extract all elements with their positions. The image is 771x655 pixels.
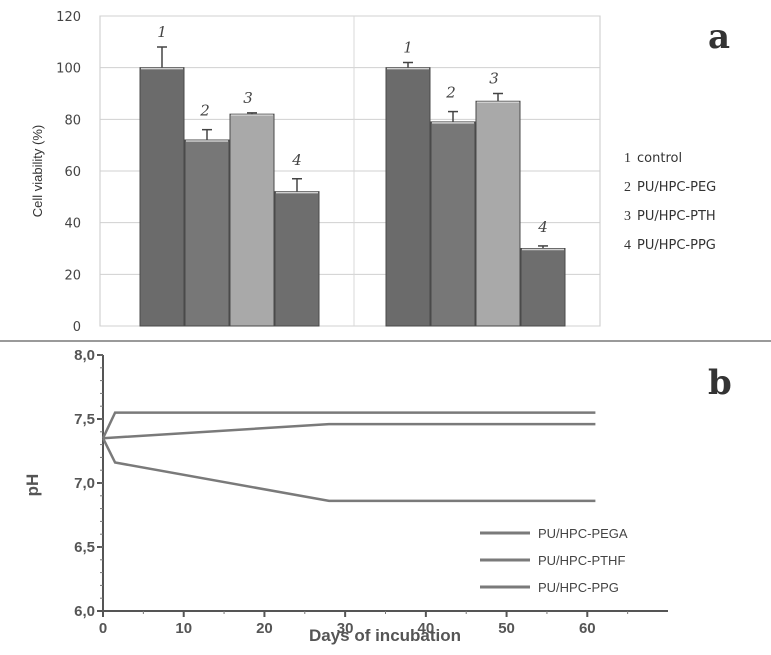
chart-b-x-tick-label: 60 bbox=[579, 620, 596, 637]
chart-a-y-ticks: 0 20 40 60 80 100 120 bbox=[56, 10, 81, 335]
chart-a-y-tick-label: 120 bbox=[56, 10, 81, 25]
chart-a-bar-label: 1 bbox=[157, 23, 167, 41]
chart-a-bar-labels: 1 2 3 4 1 2 3 4 bbox=[157, 23, 548, 236]
chart-b-y-axis-label: pH bbox=[23, 474, 42, 497]
chart-a-legend-number: 3 bbox=[624, 209, 631, 224]
chart-b-x-axis-label: Days of incubation bbox=[309, 626, 461, 645]
chart-a-bars bbox=[139, 67, 566, 327]
chart-a-y-tick-label: 20 bbox=[64, 268, 81, 283]
chart-b-legend-label: PU/HPC-PPG bbox=[538, 580, 619, 595]
chart-a-bar-label: 2 bbox=[445, 84, 456, 102]
chart-a-panel-label: a bbox=[708, 17, 730, 57]
chart-b-legend-label: PU/HPC-PTHF bbox=[538, 553, 625, 568]
chart-a-bar-label: 2 bbox=[199, 102, 210, 120]
chart-a-y-tick-label: 100 bbox=[56, 62, 81, 77]
chart-a-bar bbox=[274, 191, 320, 327]
chart-a: 0 20 40 60 80 100 120 1 2 3 4 1 2 3 4 Cell viability … bbox=[30, 10, 730, 335]
chart-b-legend: PU/HPC-PEGA PU/HPC-PTHF PU/HPC-PPG bbox=[480, 526, 628, 595]
chart-b-x-tick-label: 40 bbox=[418, 620, 435, 637]
chart-a-y-axis-label: Cell viability (%) bbox=[30, 125, 45, 217]
chart-a-bar-label: 4 bbox=[537, 218, 548, 236]
chart-a-y-tick-label: 0 bbox=[73, 320, 81, 335]
chart-b-x-tick-label: 50 bbox=[498, 620, 515, 637]
chart-b-series-line bbox=[101, 437, 596, 503]
chart-a-bar bbox=[475, 100, 521, 327]
chart-a-error-bars bbox=[157, 46, 548, 249]
chart-b-panel-label: b bbox=[708, 363, 732, 403]
chart-a-bar bbox=[184, 139, 230, 327]
chart-a-bar bbox=[229, 113, 275, 327]
chart-b-y-tick-label: 6,0 bbox=[74, 603, 95, 620]
chart-a-bar-label: 4 bbox=[291, 151, 302, 169]
chart-b-x-tick-label: 30 bbox=[337, 620, 354, 637]
chart-a-legend-number: 4 bbox=[624, 238, 631, 253]
chart-a-legend: 1 control 2 PU/HPC-PEG 3 PU/HPC-PTH 4 PU/HPC-PP… bbox=[624, 151, 716, 253]
chart-b-y-tick-label: 7,5 bbox=[74, 411, 95, 428]
chart-b-series-line bbox=[102, 422, 596, 440]
chart-a-legend-label: PU/HPC-PTH bbox=[637, 209, 716, 224]
chart-b-x-ticks: 0 10 20 30 40 50 60 bbox=[99, 611, 629, 637]
chart-a-bar bbox=[520, 248, 566, 327]
chart-b-y-tick-label: 6,5 bbox=[74, 539, 95, 556]
chart-b-x-tick-label: 20 bbox=[256, 620, 273, 637]
chart-a-y-tick-label: 80 bbox=[64, 113, 81, 128]
chart-a-legend-label: control bbox=[637, 151, 682, 166]
chart-b: 6,0 6,5 7,0 7,5 8,0 0 10 20 30 40 50 60 pH Days of… bbox=[23, 347, 732, 645]
chart-a-y-tick-label: 40 bbox=[64, 217, 81, 232]
chart-b-y-tick-label: 7,0 bbox=[74, 475, 95, 492]
chart-a-legend-number: 1 bbox=[624, 151, 631, 166]
chart-a-bar-label: 3 bbox=[489, 70, 499, 88]
chart-b-y-ticks: 6,0 6,5 7,0 7,5 8,0 bbox=[74, 347, 103, 620]
chart-b-series-lines bbox=[101, 411, 596, 503]
chart-a-bar bbox=[430, 121, 476, 327]
chart-b-series-line bbox=[101, 411, 596, 439]
chart-b-x-tick-label: 10 bbox=[175, 620, 192, 637]
chart-a-bar bbox=[139, 67, 185, 327]
chart-a-bar-label: 1 bbox=[403, 39, 413, 57]
chart-b-y-tick-label: 8,0 bbox=[74, 347, 95, 364]
chart-b-legend-label: PU/HPC-PEGA bbox=[538, 526, 628, 541]
chart-a-bar-label: 3 bbox=[243, 89, 253, 107]
chart-a-legend-label: PU/HPC-PEG bbox=[637, 180, 716, 195]
chart-a-y-tick-label: 60 bbox=[64, 165, 81, 180]
chart-a-legend-number: 2 bbox=[624, 180, 631, 195]
chart-a-bar bbox=[385, 67, 431, 327]
chart-b-x-tick-label: 0 bbox=[99, 620, 107, 637]
chart-a-legend-label: PU/HPC-PPG bbox=[637, 238, 716, 253]
